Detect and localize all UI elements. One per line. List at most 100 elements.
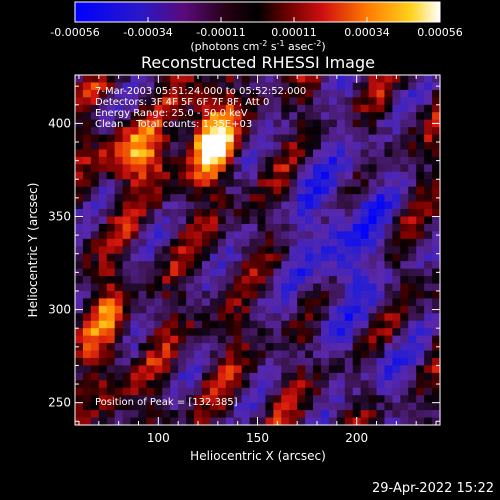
heatmap-cell <box>90 276 100 285</box>
heatmap-cell <box>201 343 211 352</box>
heatmap-cell <box>114 395 124 404</box>
heatmap-cell <box>241 127 251 136</box>
heatmap-cell <box>376 298 386 307</box>
heatmap-cell <box>225 298 235 307</box>
heatmap-cell <box>305 112 314 121</box>
heatmap-cell <box>273 276 282 285</box>
heatmap-cell <box>106 186 116 195</box>
heatmap-cell <box>352 112 362 121</box>
heatmap-cell <box>289 119 298 128</box>
heatmap-cell <box>154 313 163 322</box>
heatmap-cell <box>138 268 148 277</box>
heatmap-cell <box>114 298 124 307</box>
heatmap-cell <box>122 328 132 337</box>
heatmap-cell <box>194 343 203 352</box>
heatmap-cell <box>170 112 179 121</box>
heatmap-cell <box>194 253 203 262</box>
heatmap-cell <box>305 305 314 314</box>
heatmap-cell <box>162 223 171 232</box>
heatmap-cell <box>138 305 148 314</box>
heatmap-cell <box>368 216 378 225</box>
heatmap-cell <box>162 142 171 151</box>
heatmap-cell <box>400 290 409 300</box>
heatmap-cell <box>138 134 148 143</box>
heatmap-cell <box>313 313 322 322</box>
heatmap-cell <box>384 201 393 210</box>
heatmap-cell <box>170 283 179 292</box>
heatmap-cell <box>217 179 227 188</box>
heatmap-cell <box>305 350 314 359</box>
heatmap-cell <box>368 238 378 247</box>
heatmap-cell <box>432 134 441 143</box>
heatmap-cell <box>225 104 235 113</box>
heatmap-cell <box>305 238 314 247</box>
heatmap-cell <box>201 417 211 426</box>
heatmap-cell <box>424 149 433 158</box>
heatmap-cell <box>360 313 370 322</box>
heatmap-cell <box>114 387 124 396</box>
heatmap-cell <box>122 343 132 352</box>
heatmap-cell <box>416 171 425 180</box>
heatmap-cell <box>432 164 441 173</box>
heatmap-cell <box>194 246 203 255</box>
heatmap-cell <box>82 328 92 337</box>
heatmap-cell <box>424 290 433 300</box>
heatmap-cell <box>352 335 362 344</box>
heatmap-cell <box>336 328 346 337</box>
heatmap-cell <box>194 134 203 143</box>
heatmap-cell <box>170 231 179 240</box>
heatmap-cell <box>170 238 179 247</box>
heatmap-cell <box>146 156 155 165</box>
heatmap-cell <box>297 156 306 165</box>
heatmap-cell <box>392 372 401 381</box>
heatmap-cell <box>320 246 330 255</box>
heatmap-cell <box>90 410 100 419</box>
heatmap-cell <box>162 365 171 374</box>
heatmap-cell <box>209 246 219 255</box>
heatmap-cell <box>305 268 314 277</box>
heatmap-cell <box>82 305 92 314</box>
heatmap-cell <box>233 231 243 240</box>
heatmap-cell <box>162 276 171 285</box>
heatmap-cell <box>328 410 338 419</box>
heatmap-cell <box>424 223 433 232</box>
heatmap-cell <box>416 320 425 329</box>
heatmap-cell <box>138 231 148 240</box>
heatmap-cell <box>225 350 235 359</box>
heatmap-cell <box>194 104 203 113</box>
heatmap-cell <box>265 417 274 426</box>
heatmap-cell <box>178 246 187 255</box>
heatmap-cell <box>408 276 417 285</box>
heatmap-cell <box>162 343 171 352</box>
heatmap-cell <box>265 134 274 143</box>
heatmap-cell <box>297 231 306 240</box>
heatmap-cell <box>106 261 116 270</box>
heatmap-cell <box>273 142 282 151</box>
heatmap-cell <box>257 313 267 322</box>
heatmap-cell <box>75 238 84 247</box>
heatmap-cell <box>217 231 227 240</box>
heatmap-cell <box>241 156 251 165</box>
heatmap-cell <box>225 89 235 98</box>
heatmap-cell <box>170 149 179 158</box>
heatmap-cell <box>273 238 282 247</box>
heatmap-cell <box>416 216 425 225</box>
heatmap-cell <box>400 119 409 128</box>
heatmap-cell <box>281 395 290 404</box>
heatmap-cell <box>217 223 227 232</box>
heatmap-cell <box>146 164 155 173</box>
heatmap-cell <box>106 112 116 121</box>
footer-timestamp: 29-Apr-2022 15:22 <box>372 481 494 496</box>
heatmap-cell <box>114 261 124 270</box>
heatmap-cell <box>384 253 393 262</box>
heatmap-cell <box>201 194 211 203</box>
heatmap-cell <box>201 201 211 210</box>
heatmap-cell <box>336 179 346 188</box>
heatmap-cell <box>297 142 306 151</box>
heatmap-cell <box>106 209 116 218</box>
heatmap-cell <box>392 142 401 151</box>
heatmap-cell <box>106 357 116 367</box>
heatmap-cell <box>209 410 219 419</box>
heatmap-cell <box>265 395 274 404</box>
heatmap-cell <box>201 238 211 247</box>
